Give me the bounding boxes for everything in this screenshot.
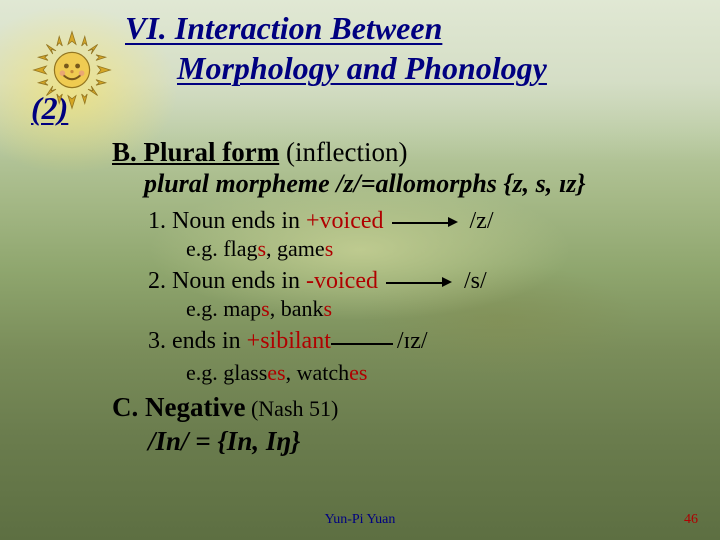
section-c-formula: /In/ = {In, Iŋ} xyxy=(148,425,690,457)
slide-title: VI. Interaction Between Morphology and P… xyxy=(125,8,690,128)
section-b-label: B. Plural form xyxy=(112,137,279,167)
footer-page: 46 xyxy=(684,512,698,528)
arrow-icon xyxy=(386,275,452,289)
rule-1-eg: e.g. flags, games xyxy=(186,236,690,261)
sun-icon xyxy=(32,30,112,110)
rule-1: 1. Noun ends in +voiced /z/ xyxy=(148,207,690,236)
title-line1: VI. Interaction Between xyxy=(125,10,442,46)
rule-2-eg: e.g. maps, banks xyxy=(186,296,690,321)
rule-3: 3. ends in +sibilant/ɪz/ xyxy=(148,327,690,356)
slide: VI. Interaction Between Morphology and P… xyxy=(0,0,720,540)
rule-3-eg: e.g. glasses, watches xyxy=(186,360,690,385)
line-icon xyxy=(331,336,393,350)
section-c-head: C. Negative (Nash 51) xyxy=(112,391,690,425)
arrow-icon xyxy=(392,215,458,229)
slide-body: B. Plural form (inflection) plural morph… xyxy=(112,136,690,457)
section-b-head: B. Plural form (inflection) xyxy=(112,136,690,168)
rule-2: 2. Noun ends in -voiced /s/ xyxy=(148,267,690,296)
section-b-sub: plural morpheme /z/=allomorphs {z, s, ɪz… xyxy=(144,168,690,201)
title-line2: Morphology and Phonology xyxy=(177,48,690,88)
footer-author: Yun-Pi Yuan xyxy=(325,512,396,528)
